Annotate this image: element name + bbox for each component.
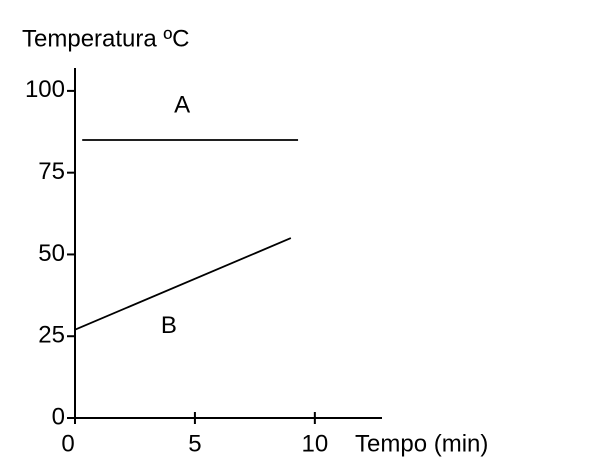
y-tick-label: 100: [25, 76, 65, 103]
y-tick-label: 25: [38, 322, 65, 349]
x-tick-label: 0: [61, 430, 74, 457]
y-tick-label: 0: [52, 403, 65, 430]
y-tick-label: 50: [38, 240, 65, 267]
x-tick-label: 10: [301, 430, 328, 457]
series-label: B: [161, 312, 177, 339]
x-axis-label: Tempo (min): [355, 430, 488, 457]
line-series: [74, 237, 292, 331]
series-label: A: [174, 91, 190, 118]
y-tick-label: 75: [38, 158, 65, 185]
x-tick-label: 5: [188, 430, 201, 457]
y-axis-label: Temperatura ºC: [22, 25, 190, 52]
